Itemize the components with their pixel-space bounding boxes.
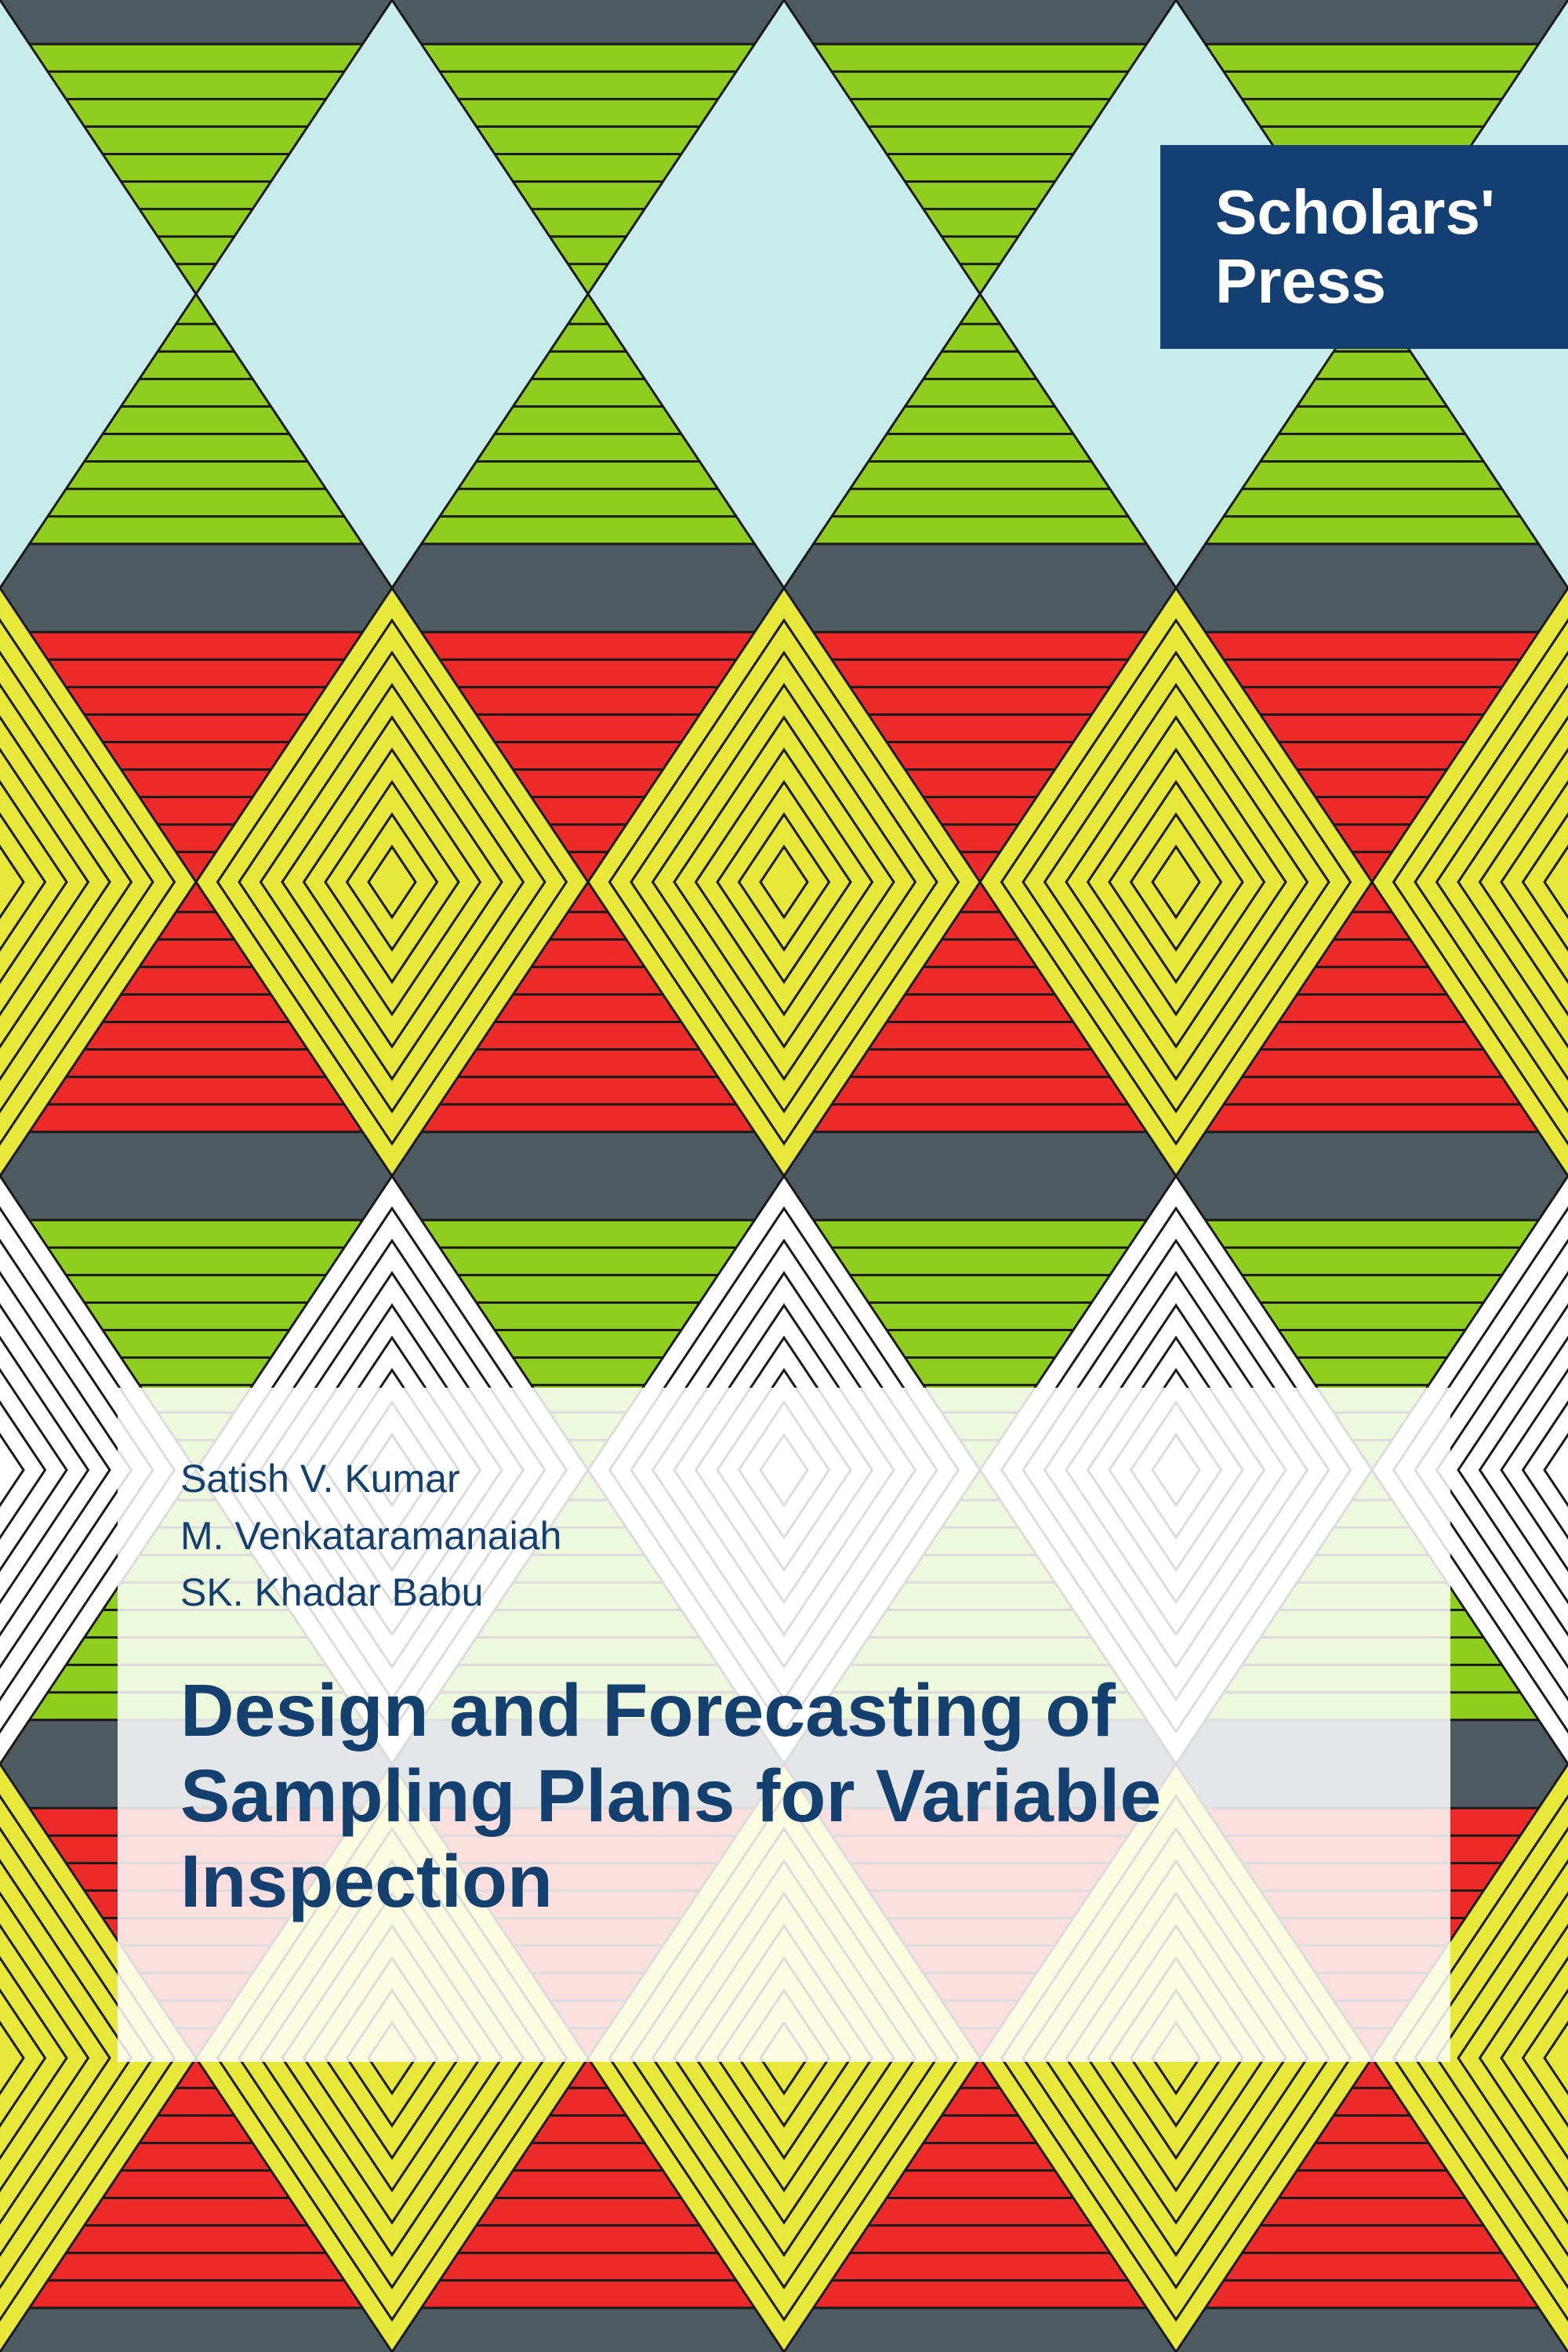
title-panel: Satish V. Kumar M. Venkataramanaiah SK. … [118, 1388, 1450, 2062]
publisher-line2: Press [1215, 246, 1386, 316]
book-title: Design and Forecasting of Sampling Plans… [180, 1668, 1388, 1926]
publisher-name: Scholars' Press [1215, 178, 1495, 316]
authors-block: Satish V. Kumar M. Venkataramanaiah SK. … [180, 1450, 1388, 1621]
publisher-ribbon: Scholars' Press [1160, 145, 1568, 349]
author-1: Satish V. Kumar [180, 1450, 1388, 1508]
author-2: M. Venkataramanaiah [180, 1508, 1388, 1565]
book-cover: Scholars' Press Satish V. Kumar M. Venka… [0, 0, 1568, 2352]
publisher-line1: Scholars' [1215, 177, 1495, 247]
author-3: SK. Khadar Babu [180, 1564, 1388, 1621]
